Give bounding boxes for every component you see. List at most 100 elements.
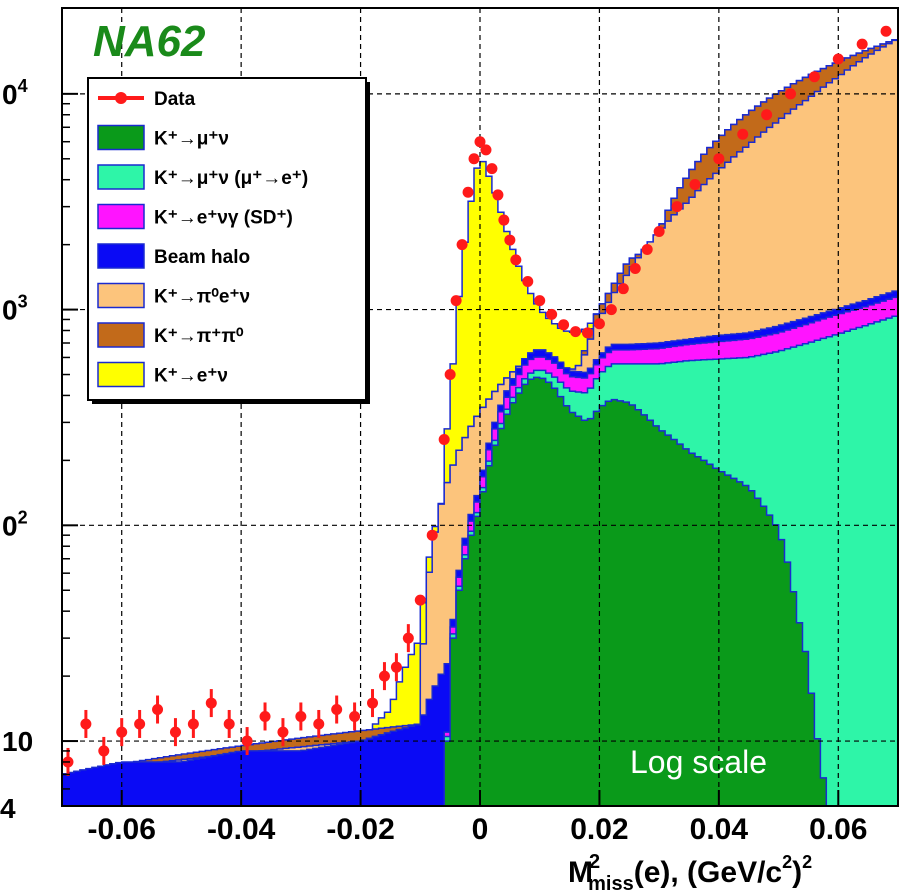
data-point-25	[450, 295, 462, 307]
legend-label-ke2: K⁺→e⁺ν	[154, 366, 228, 387]
data-point-45	[629, 263, 641, 275]
legend-swatch-k2pi	[97, 322, 145, 348]
data-point-21	[414, 594, 426, 606]
data-point-19	[390, 661, 402, 673]
data-point-30	[480, 144, 492, 156]
data-point-18	[378, 670, 390, 682]
data-point-53	[785, 88, 797, 100]
data-point-55	[832, 53, 844, 65]
data-point-4	[134, 718, 146, 730]
x-axis-label-main: M	[568, 856, 593, 889]
y-tick-label-1: 02	[2, 507, 28, 541]
x-axis-label: M2 miss(e), (GeV/c2)2	[568, 851, 812, 891]
data-point-34	[504, 234, 516, 246]
data-point-16	[349, 710, 361, 722]
legend-label-halo: Beam halo	[154, 247, 250, 268]
data-point-32	[492, 189, 504, 201]
data-point-1	[80, 718, 92, 730]
data-point-10	[241, 735, 253, 747]
x-tick-label-1: -0.04	[207, 813, 276, 846]
data-point-56	[856, 38, 868, 50]
data-point-17	[367, 697, 379, 709]
grid-layer	[62, 8, 898, 806]
data-point-9	[223, 718, 235, 730]
data-point-26	[456, 239, 468, 251]
data-point-13	[295, 710, 307, 722]
data-point-6	[169, 726, 181, 738]
x-tick-label-6: 0.06	[809, 813, 867, 846]
legend-label-ke2g: K⁺→e⁺νγ (SD⁺)	[154, 208, 293, 229]
data-point-48	[671, 201, 683, 213]
legend-swatch-ke2	[97, 361, 145, 388]
data-point-7	[187, 718, 199, 730]
data-point-12	[277, 726, 289, 738]
data-point-39	[558, 319, 570, 331]
data-point-40	[570, 326, 582, 338]
legend-swatch-kmu2	[97, 124, 145, 151]
legend-label-k2pi: K⁺→π⁺π⁰	[154, 326, 244, 347]
legend-swatch-kmu2_decay	[97, 164, 145, 190]
data-point-47	[653, 226, 665, 238]
data-point-20	[402, 632, 414, 644]
legend-swatch-halo	[97, 243, 145, 269]
x-axis-label-sup: 2	[589, 851, 600, 873]
data-point-46	[641, 243, 653, 255]
data-point-28	[468, 153, 480, 165]
legend: Data K⁺→μ⁺ν K⁺→μ⁺ν (μ⁺→e⁺) K⁺→e⁺νγ (SD⁺) Bea…	[87, 77, 370, 404]
legend-label-ke3: K⁺→π⁰e⁺ν	[154, 287, 250, 308]
data-point-43	[605, 304, 617, 316]
data-point-27	[462, 186, 474, 198]
x-tick-label-2: -0.02	[326, 813, 394, 846]
data-point-24	[444, 369, 456, 381]
data-point-57	[880, 25, 892, 37]
data-points-layer	[62, 25, 892, 776]
data-point-52	[761, 109, 773, 121]
data-point-51	[737, 128, 749, 140]
na62-logo: NA62	[93, 17, 206, 66]
data-point-44	[617, 283, 629, 295]
x-axis-label-sup2: 2	[782, 852, 792, 872]
y-tick-partial: 4	[0, 793, 16, 824]
x-axis-label-close: )	[792, 856, 802, 889]
data-point-50	[713, 153, 725, 165]
log-scale-annotation: Log scale	[630, 744, 767, 780]
x-axis-label-sub: miss	[588, 873, 634, 891]
data-point-41	[581, 327, 593, 339]
legend-label-kmu2_decay: K⁺→μ⁺ν (μ⁺→e⁺)	[154, 168, 308, 189]
data-point-14	[313, 718, 325, 730]
x-tick-label-4: 0.02	[570, 813, 628, 846]
x-tick-label-0: -0.06	[88, 813, 156, 846]
y-tick-label-2: 03	[2, 292, 28, 326]
data-point-5	[152, 704, 164, 716]
data-point-31	[486, 163, 498, 175]
data-point-54	[808, 71, 820, 83]
x-tick-label-5: 0.04	[690, 813, 749, 846]
data-point-23	[438, 433, 450, 445]
data-point-8	[205, 697, 217, 709]
data-point-2	[98, 745, 110, 757]
data-point-15	[331, 704, 343, 716]
data-point-35	[510, 254, 522, 266]
data-point-38	[546, 308, 558, 320]
x-axis-label-rest: (e), (GeV/c	[634, 856, 782, 889]
legend-swatch-ke3	[97, 282, 145, 309]
data-point-22	[426, 529, 438, 541]
axis-ticks-layer: -0.06 -0.04 -0.02 0 0.02 0.04 0.06 10 02 03 04	[2, 76, 867, 846]
x-tick-label-3: 0	[472, 813, 489, 846]
legend-label-data: Data	[154, 89, 196, 110]
y-tick-label-0: 10	[2, 726, 33, 757]
data-point-29	[474, 136, 486, 148]
x-axis-label-sup3: 2	[802, 852, 812, 872]
legend-marker-data	[115, 92, 127, 104]
data-point-3	[116, 726, 128, 738]
data-point-36	[522, 275, 534, 287]
data-point-11	[259, 710, 271, 722]
legend-label-kmu2: K⁺→μ⁺ν	[154, 129, 229, 150]
data-point-33	[498, 214, 510, 226]
y-tick-label-3: 04	[2, 76, 28, 110]
data-point-49	[689, 179, 701, 191]
legend-swatch-ke2g	[97, 203, 145, 230]
data-point-42	[593, 318, 605, 330]
data-point-37	[534, 295, 546, 307]
